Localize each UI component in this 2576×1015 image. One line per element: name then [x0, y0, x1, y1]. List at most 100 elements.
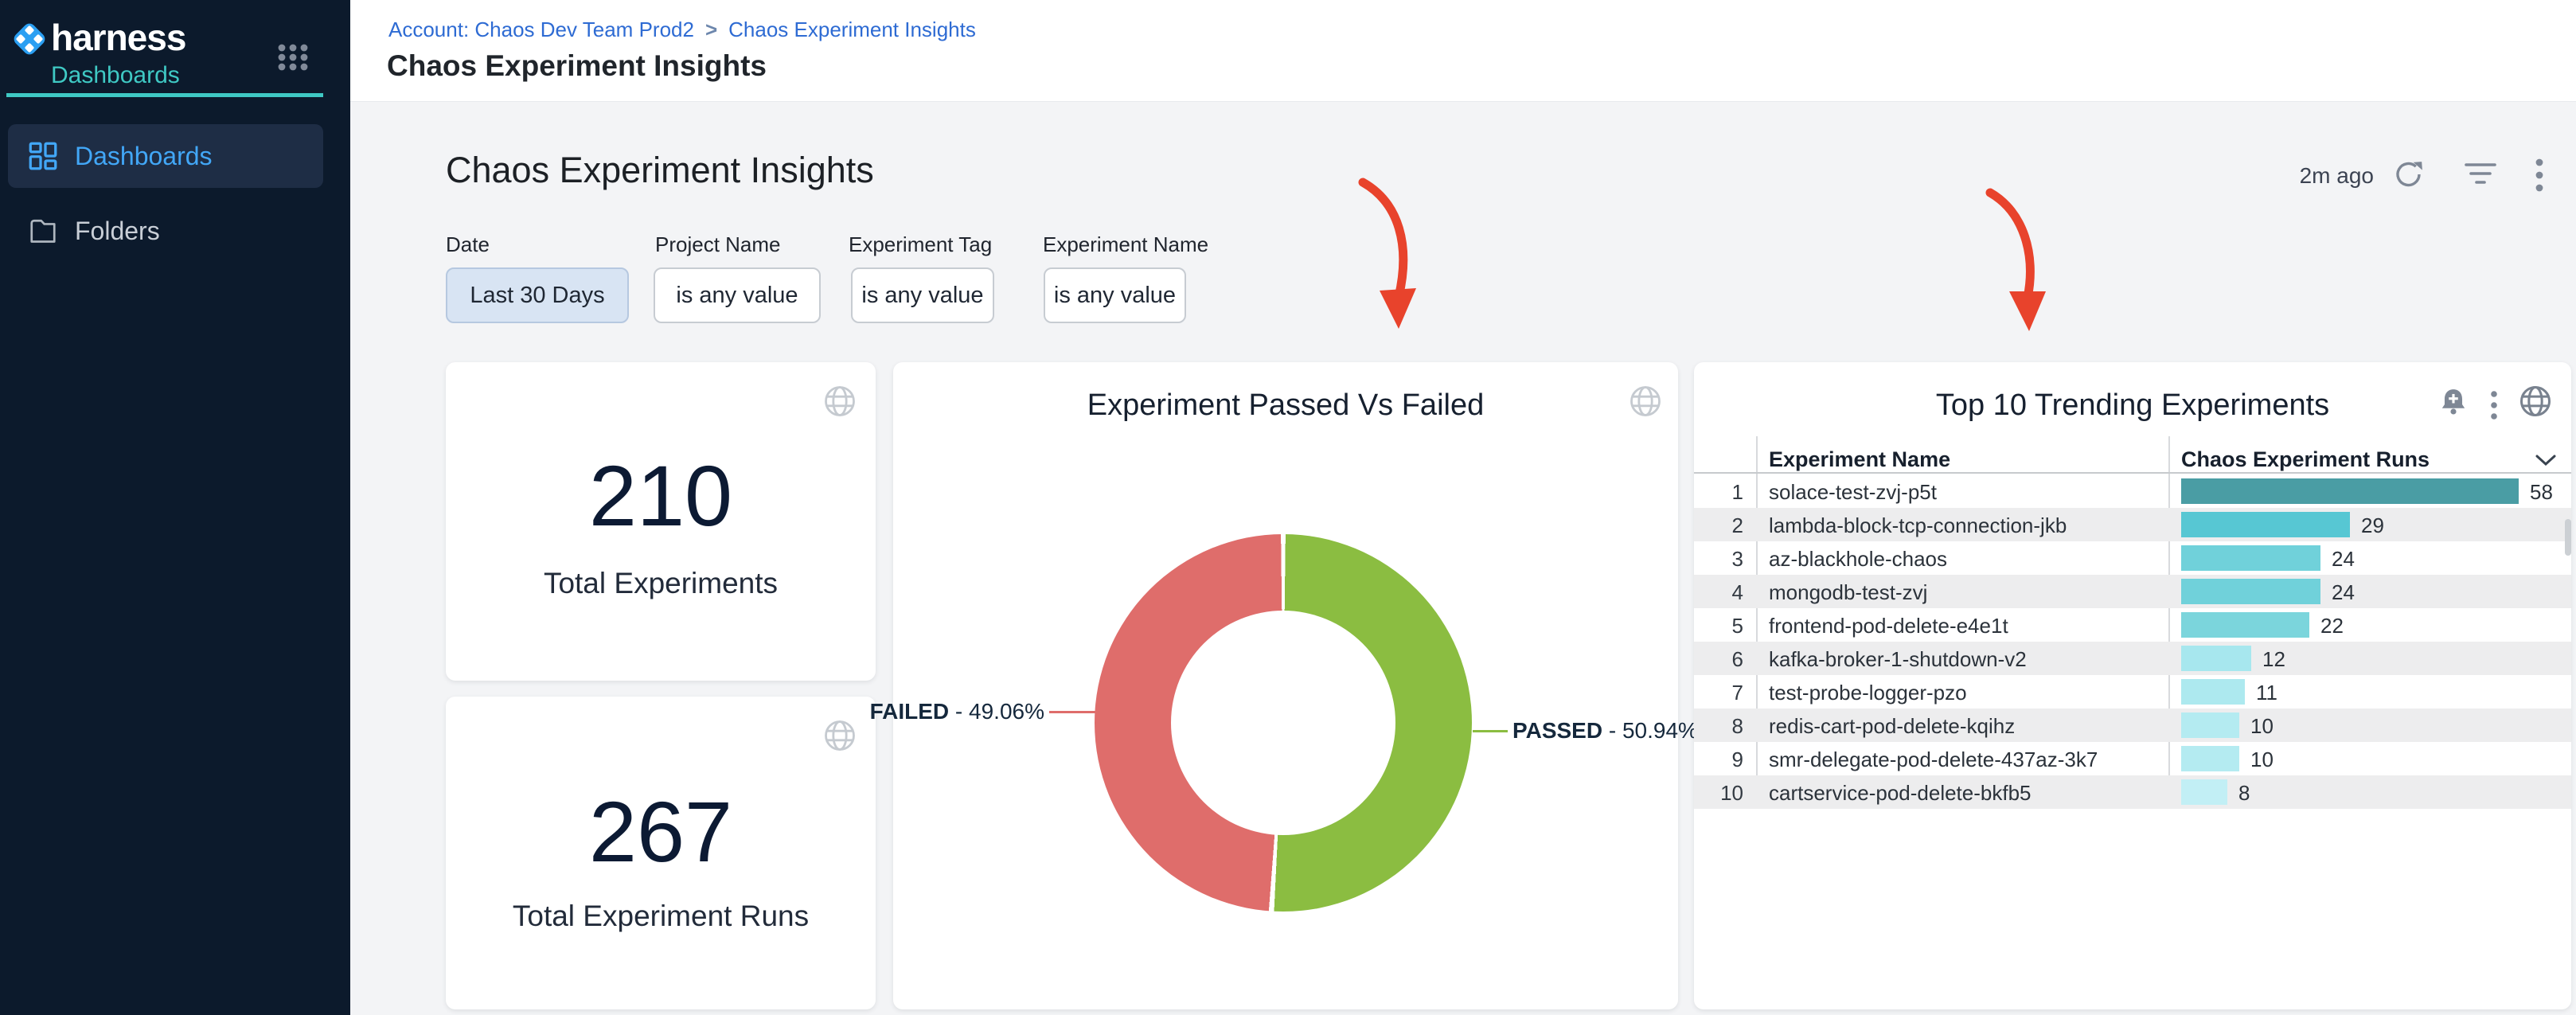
sidebar-item-folders[interactable]: Folders — [8, 199, 323, 263]
table-row[interactable]: 10 cartservice-pod-delete-bkfb5 8 — [1694, 775, 2571, 809]
table-row[interactable]: 6 kafka-broker-1-shutdown-v2 12 — [1694, 642, 2571, 675]
module-label: Dashboards — [51, 62, 180, 88]
runs-bar — [2181, 779, 2227, 805]
folder-icon — [30, 219, 56, 243]
table-row[interactable]: 8 redis-cart-pod-delete-kqihz 10 — [1694, 709, 2571, 742]
passed-vs-failed-title: Experiment Passed Vs Failed — [1087, 388, 1485, 422]
module-underline — [6, 93, 323, 97]
experiment-name-cell: frontend-pod-delete-e4e1t — [1769, 614, 2008, 638]
total-experiment-runs-card — [446, 697, 876, 1009]
column-divider — [1756, 436, 1758, 807]
runs-value: 10 — [2250, 748, 2274, 771]
annotation-arrow-left — [1358, 178, 1416, 329]
table-row[interactable]: 1 solace-test-zvj-p5t 58 — [1694, 474, 2571, 508]
row-index: 10 — [1720, 781, 1743, 805]
table-row[interactable]: 4 mongodb-test-zvj 24 — [1694, 575, 2571, 608]
sort-chevron-down-icon[interactable] — [2535, 454, 2557, 467]
experiment-name-cell: lambda-block-tcp-connection-jkb — [1769, 513, 2067, 537]
runs-value: 10 — [2250, 714, 2274, 738]
column-header-experiment-name[interactable]: Experiment Name — [1769, 447, 1951, 471]
breadcrumb-current-link[interactable]: Chaos Experiment Insights — [728, 18, 976, 41]
runs-value: 12 — [2262, 647, 2285, 671]
experiment-name-cell: kafka-broker-1-shutdown-v2 — [1769, 647, 2027, 671]
donut-callout-passed: PASSED - 50.94% — [1512, 718, 1698, 744]
runs-value: 58 — [2530, 480, 2553, 504]
row-index: 4 — [1731, 580, 1743, 604]
row-index: 2 — [1731, 513, 1743, 537]
total-experiment-runs-label: Total Experiment Runs — [512, 900, 810, 932]
runs-bar — [2181, 712, 2239, 738]
experiment-name-cell: redis-cart-pod-delete-kqihz — [1769, 714, 2016, 738]
row-index: 9 — [1731, 748, 1743, 771]
runs-bar — [2181, 646, 2251, 671]
page-title: Chaos Experiment Insights — [387, 49, 767, 82]
table-row[interactable]: 9 smr-delegate-pod-delete-437az-3k7 10 — [1694, 742, 2571, 775]
runs-value: 11 — [2256, 681, 2277, 705]
trending-table-rows: 1 solace-test-zvj-p5t 58 2 lambda-block-tcp-… — [1694, 474, 2571, 809]
alert-bell-plus-icon[interactable] — [2439, 387, 2468, 420]
dashboard-heading: Chaos Experiment Insights — [446, 150, 874, 190]
experiment-name-cell: az-blackhole-chaos — [1769, 547, 1948, 571]
runs-bar — [2181, 478, 2519, 504]
callout-separator: - — [949, 699, 970, 724]
runs-bar — [2181, 746, 2239, 771]
donut-hole — [1171, 611, 1395, 835]
passed-label: PASSED — [1512, 718, 1603, 743]
passed-leader-line — [1473, 730, 1508, 732]
failed-percent: 49.06% — [969, 699, 1044, 724]
harness-logo-icon[interactable] — [10, 19, 49, 59]
table-row[interactable]: 3 az-blackhole-chaos 24 — [1694, 541, 2571, 575]
table-scrollbar-thumb[interactable] — [2565, 519, 2571, 556]
column-header-runs[interactable]: Chaos Experiment Runs — [2181, 447, 2430, 471]
runs-value: 24 — [2332, 580, 2355, 604]
row-index: 1 — [1731, 480, 1743, 504]
donut-callout-failed: FAILED - 49.06% — [860, 699, 1044, 724]
filter-icon[interactable] — [2465, 162, 2496, 188]
runs-value: 24 — [2332, 547, 2355, 571]
filter-label-project: Project Name — [655, 232, 781, 256]
top-trending-card — [1694, 362, 2571, 1009]
table-row[interactable]: 5 frontend-pod-delete-e4e1t 22 — [1694, 608, 2571, 642]
sidebar-item-dashboards[interactable]: Dashboards — [8, 124, 323, 188]
total-experiment-runs-value: 267 — [588, 783, 733, 880]
table-row[interactable]: 7 test-probe-logger-pzo 11 — [1694, 675, 2571, 709]
passed-percent: 50.94% — [1622, 718, 1698, 743]
last-refreshed-label: 2m ago — [2299, 163, 2374, 188]
brand-wordmark: harness — [51, 17, 186, 58]
breadcrumb: Account: Chaos Dev Team Prod2 > Chaos Expe… — [388, 18, 976, 42]
dashboards-icon — [29, 142, 57, 170]
refresh-icon[interactable] — [2393, 158, 2425, 190]
callout-separator: - — [1602, 718, 1622, 743]
total-experiments-card — [446, 362, 876, 681]
card-kebab-icon[interactable] — [2490, 390, 2498, 420]
filter-chip-project[interactable]: is any value — [654, 267, 821, 323]
row-index: 7 — [1731, 681, 1743, 705]
filter-label-experiment: Experiment Name — [1043, 232, 1209, 256]
row-index: 3 — [1731, 547, 1743, 571]
row-index: 6 — [1731, 647, 1743, 671]
runs-bar — [2181, 545, 2320, 571]
explore-globe-icon[interactable] — [823, 385, 857, 418]
explore-globe-icon[interactable] — [2519, 385, 2552, 418]
failed-label: FAILED — [869, 699, 950, 724]
filter-chip-experiment[interactable]: is any value — [1044, 267, 1186, 323]
failed-leader-line — [1049, 711, 1097, 713]
breadcrumb-account-link[interactable]: Account: Chaos Dev Team Prod2 — [388, 18, 694, 41]
page-header — [350, 0, 2576, 102]
sidebar-item-label: Folders — [75, 216, 160, 245]
sidebar-item-label: Dashboards — [75, 141, 213, 170]
filter-label-tag: Experiment Tag — [849, 232, 993, 256]
kebab-menu-icon[interactable] — [2535, 158, 2544, 193]
filter-chip-date[interactable]: Last 30 Days — [446, 267, 629, 323]
top-trending-title: Top 10 Trending Experiments — [1935, 388, 2330, 422]
module-grid-icon[interactable] — [275, 41, 310, 73]
explore-globe-icon[interactable] — [1629, 385, 1662, 418]
table-row[interactable]: 2 lambda-block-tcp-connection-jkb 29 — [1694, 508, 2571, 541]
filter-chip-tag[interactable]: is any value — [851, 267, 994, 323]
runs-bar — [2181, 579, 2320, 604]
sidebar: harness Dashboards Dashboards — [0, 0, 350, 1015]
runs-value: 8 — [2238, 781, 2250, 805]
explore-globe-icon[interactable] — [823, 719, 857, 752]
runs-bar — [2181, 512, 2350, 537]
